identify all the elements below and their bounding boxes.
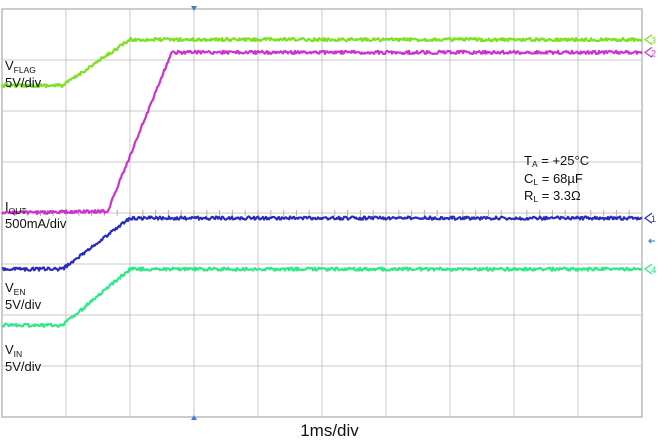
- timebase-label: 1ms/div: [300, 421, 359, 440]
- trace-group: [0, 36, 643, 328]
- scale-label-vflag: 5V/div: [5, 75, 42, 90]
- scale-label-ven: 5V/div: [5, 297, 42, 312]
- trace-vin: [1, 266, 643, 328]
- trace-vflag: [0, 36, 643, 89]
- trace-label-vflag: VFLAG 5V/div: [5, 58, 42, 90]
- trigger-marker-top: [191, 6, 197, 11]
- plot-grid: [1, 8, 643, 418]
- channel-marker-3: 3: [643, 34, 656, 46]
- svg-text:1: 1: [651, 214, 656, 224]
- channel-marker-4: 4: [643, 263, 656, 275]
- trace-ven: [1, 215, 643, 272]
- svg-text:3: 3: [651, 36, 656, 46]
- scale-label-vin: 5V/div: [5, 359, 42, 374]
- trace-label-vin: VIN 5V/div: [5, 342, 42, 374]
- channel-marker-1: 1: [643, 212, 656, 224]
- trace-label-iout: IOUT 500mA/div: [5, 199, 67, 231]
- test-conditions: TA = +25°C CL = 68µF RL = 3.3Ω: [524, 153, 589, 206]
- trace-iout: [1, 49, 643, 216]
- svg-text:4: 4: [651, 265, 656, 275]
- scale-label-iout: 500mA/div: [5, 216, 67, 231]
- channel-markers: 3 2 1 4: [191, 6, 656, 420]
- trigger-marker-bottom: [191, 415, 197, 420]
- svg-text:2: 2: [651, 48, 656, 58]
- trigger-level-marker: [648, 238, 655, 244]
- condition-ta: TA = +25°C: [524, 153, 590, 169]
- channel-marker-2: 2: [643, 46, 656, 58]
- condition-cl: CL = 68µF: [524, 170, 583, 187]
- condition-rl: RL = 3.3Ω: [524, 188, 581, 204]
- trace-label-ven: VEN 5V/div: [5, 280, 42, 312]
